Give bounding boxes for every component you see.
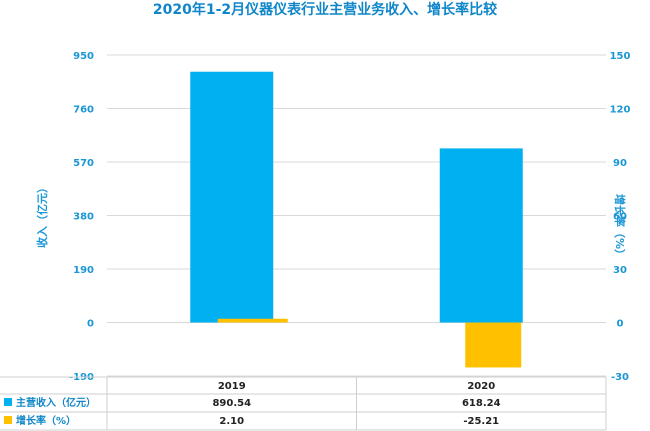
table-value: 2.10 <box>219 416 244 427</box>
y-right-tick-label: 120 <box>610 105 631 116</box>
table-value: 890.54 <box>212 398 251 409</box>
y-right-tick-label: 90 <box>613 158 627 169</box>
y-left-tick-label: 950 <box>73 51 94 62</box>
y-left-tick-label: 570 <box>73 158 94 169</box>
y-right-tick-label: 0 <box>617 319 624 330</box>
data-table: 2019 2020 主营收入（亿元） 890.54 618.24 增长率（%） 2.10 -2… <box>0 376 607 431</box>
y-left-tick-label: 380 <box>73 212 94 223</box>
table-value: -25.21 <box>463 416 499 427</box>
y-right-tick-label: 150 <box>610 51 631 62</box>
y-right-tick-label: 30 <box>613 265 627 276</box>
gridlines <box>107 54 606 377</box>
y-axis-left-label: 收入（亿元） <box>35 182 49 248</box>
y-axis-right-label: 增长率（%） <box>613 194 627 260</box>
bar-growth-rate <box>217 318 288 323</box>
y-right-tick-label: 60 <box>613 212 627 223</box>
legend-swatch <box>4 398 12 406</box>
table-category: 2019 <box>218 381 246 392</box>
legend-series-label: 增长率（%） <box>16 414 76 427</box>
bar-revenue <box>439 148 523 323</box>
table-category: 2020 <box>467 381 495 392</box>
y-left-tick-label: 0 <box>87 319 94 330</box>
legend-swatch <box>4 416 12 424</box>
bar-revenue <box>190 71 274 323</box>
y-left-tick-label: 760 <box>73 105 94 116</box>
y-right-tick-label: -30 <box>611 372 629 383</box>
chart-title: 2020年1-2月仪器仪表行业主营业务收入、增长率比较 <box>153 1 497 18</box>
bar-growth-rate <box>465 322 522 368</box>
table-value: 618.24 <box>462 398 501 409</box>
y-left-tick-label: 190 <box>73 265 94 276</box>
legend-series-label: 主营收入（亿元） <box>16 396 96 409</box>
bars <box>190 71 523 368</box>
